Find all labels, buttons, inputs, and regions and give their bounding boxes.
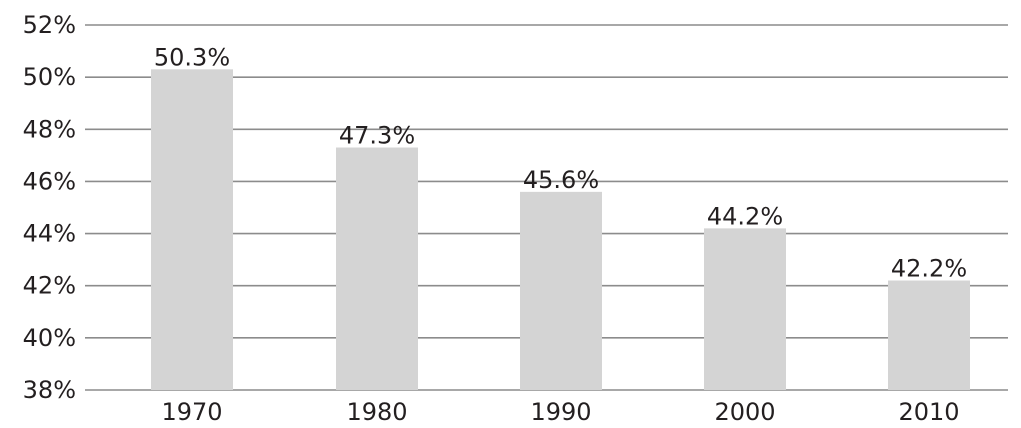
y-tick-label-42: 42% <box>23 272 76 300</box>
y-tick-label-48: 48% <box>23 115 76 143</box>
data-label-2000: 44.2% <box>707 202 783 230</box>
y-tick-label-52: 52% <box>23 11 76 39</box>
data-label-2010: 42.2% <box>891 255 967 283</box>
y-axis-tick-labels: 38% 40% 42% 44% 46% 48% 50% 52% <box>23 11 76 404</box>
data-labels: 50.3% 47.3% 45.6% 44.2% 42.2% <box>154 43 967 282</box>
x-tick-label-1980: 1980 <box>346 398 407 426</box>
y-tick-label-40: 40% <box>23 324 76 352</box>
y-tick-label-50: 50% <box>23 63 76 91</box>
x-tick-label-2010: 2010 <box>898 398 959 426</box>
x-axis-tick-labels: 1970 1980 1990 2000 2010 <box>161 398 959 426</box>
x-tick-label-1990: 1990 <box>530 398 591 426</box>
data-label-1980: 47.3% <box>339 122 415 150</box>
bar-2000 <box>704 228 786 390</box>
bars <box>151 69 970 391</box>
data-label-1990: 45.6% <box>523 166 599 194</box>
x-tick-label-1970: 1970 <box>161 398 222 426</box>
y-tick-label-44: 44% <box>23 220 76 248</box>
bar-1970 <box>151 69 233 391</box>
bar-1980 <box>336 147 418 390</box>
x-tick-label-2000: 2000 <box>714 398 775 426</box>
bar-2010 <box>888 280 970 390</box>
data-label-1970: 50.3% <box>154 43 230 71</box>
y-tick-label-46: 46% <box>23 167 76 195</box>
bar-1990 <box>520 191 602 390</box>
y-tick-label-38: 38% <box>23 376 76 404</box>
